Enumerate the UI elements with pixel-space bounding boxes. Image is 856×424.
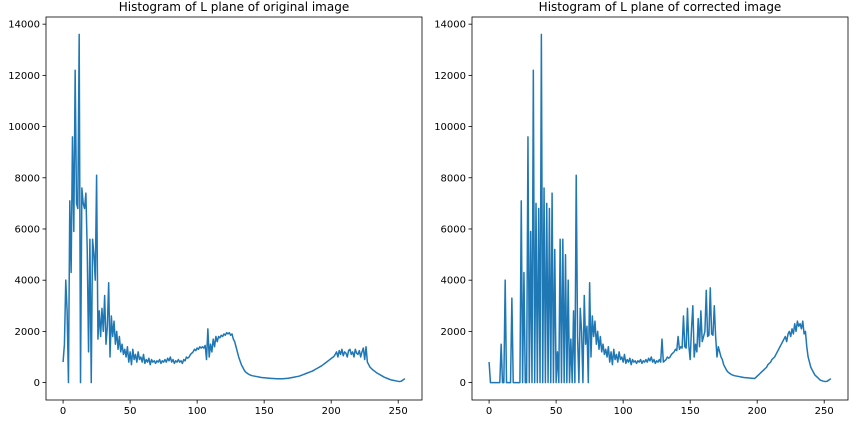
x-tick-label: 250 <box>389 406 408 417</box>
y-tick-label: 0 <box>34 378 40 389</box>
x-tick-label: 0 <box>486 406 492 417</box>
data-line <box>62 33 406 384</box>
y-tick-label: 10000 <box>434 122 466 133</box>
chart-title: Histogram of L plane of corrected image <box>539 0 782 14</box>
data-line <box>488 33 832 384</box>
x-tick-label: 50 <box>124 406 137 417</box>
x-tick-label: 0 <box>60 406 66 417</box>
x-tick-label: 100 <box>188 406 207 417</box>
x-tick-label: 200 <box>748 406 767 417</box>
y-tick-label: 10000 <box>8 122 40 133</box>
x-tick-label: 50 <box>550 406 563 417</box>
y-tick-label: 4000 <box>15 276 40 287</box>
axes-frame <box>471 16 849 401</box>
chart-title: Histogram of L plane of original image <box>119 0 349 14</box>
x-tick-label: 150 <box>681 406 700 417</box>
y-tick-label: 0 <box>460 378 466 389</box>
y-tick-label: 8000 <box>441 173 466 184</box>
y-tick-label: 12000 <box>8 71 40 82</box>
y-tick-label: 2000 <box>15 327 40 338</box>
y-tick-label: 8000 <box>15 173 40 184</box>
x-tick-label: 250 <box>815 406 834 417</box>
x-tick-label: 150 <box>255 406 274 417</box>
axes-frame <box>45 16 423 401</box>
y-tick-label: 6000 <box>15 224 40 235</box>
y-tick-label: 6000 <box>441 224 466 235</box>
x-tick-label: 200 <box>322 406 341 417</box>
y-tick-label: 14000 <box>434 20 466 31</box>
x-tick-label: 100 <box>614 406 633 417</box>
y-tick-label: 2000 <box>441 327 466 338</box>
y-tick-label: 14000 <box>8 20 40 31</box>
y-tick-label: 4000 <box>441 276 466 287</box>
y-tick-label: 12000 <box>434 71 466 82</box>
